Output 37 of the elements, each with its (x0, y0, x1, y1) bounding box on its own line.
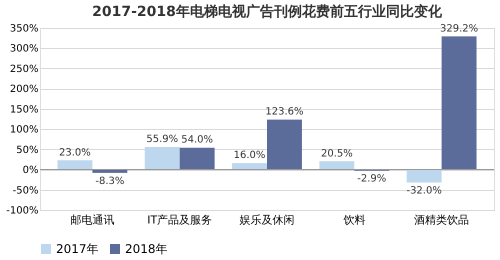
y-tick-label: 200% (10, 84, 38, 96)
bar (406, 170, 442, 182)
bar (144, 146, 180, 170)
y-tick-label: 250% (10, 64, 38, 75)
bar (319, 161, 354, 170)
data-label: 55.9% (146, 134, 178, 145)
bar (442, 36, 477, 170)
x-tick-label: 邮电通讯 (70, 214, 114, 226)
legend-label: 2018年 (125, 242, 168, 256)
bar (57, 160, 92, 170)
y-tick-label: -50% (12, 185, 38, 196)
bar (180, 148, 215, 170)
data-label: -8.3% (95, 176, 124, 187)
y-tick-label: -100% (6, 206, 38, 216)
y-tick-label: 0% (22, 165, 38, 176)
data-label: 329.2% (440, 23, 478, 34)
bar (267, 120, 302, 170)
x-tick-label: 娱乐及休闲 (240, 214, 294, 226)
x-tick-label: IT产品及服务 (147, 214, 212, 226)
bar (232, 163, 267, 170)
data-label: -2.9% (357, 174, 386, 185)
y-tick-label: 300% (10, 44, 38, 55)
bar (92, 170, 128, 173)
y-tick-label: 50% (16, 144, 38, 156)
data-label: 16.0% (234, 150, 266, 162)
data-label: 123.6% (265, 106, 304, 118)
x-tick-label: 酒精类饮品 (414, 214, 470, 226)
data-label: -32.0% (406, 186, 442, 196)
legend-label: 2017年 (56, 242, 99, 256)
data-label: 54.0% (181, 134, 214, 146)
y-tick-label: 100% (10, 124, 38, 136)
chart-title: 2017-2018年电梯电视广告刊例花费前五行业同比变化 (92, 3, 443, 20)
x-tick-label: 饮料 (342, 214, 366, 226)
y-tick-label: 150% (10, 104, 38, 116)
data-label: 23.0% (59, 147, 91, 158)
y-tick-label: 350% (10, 24, 38, 34)
data-label: 20.5% (320, 148, 353, 160)
